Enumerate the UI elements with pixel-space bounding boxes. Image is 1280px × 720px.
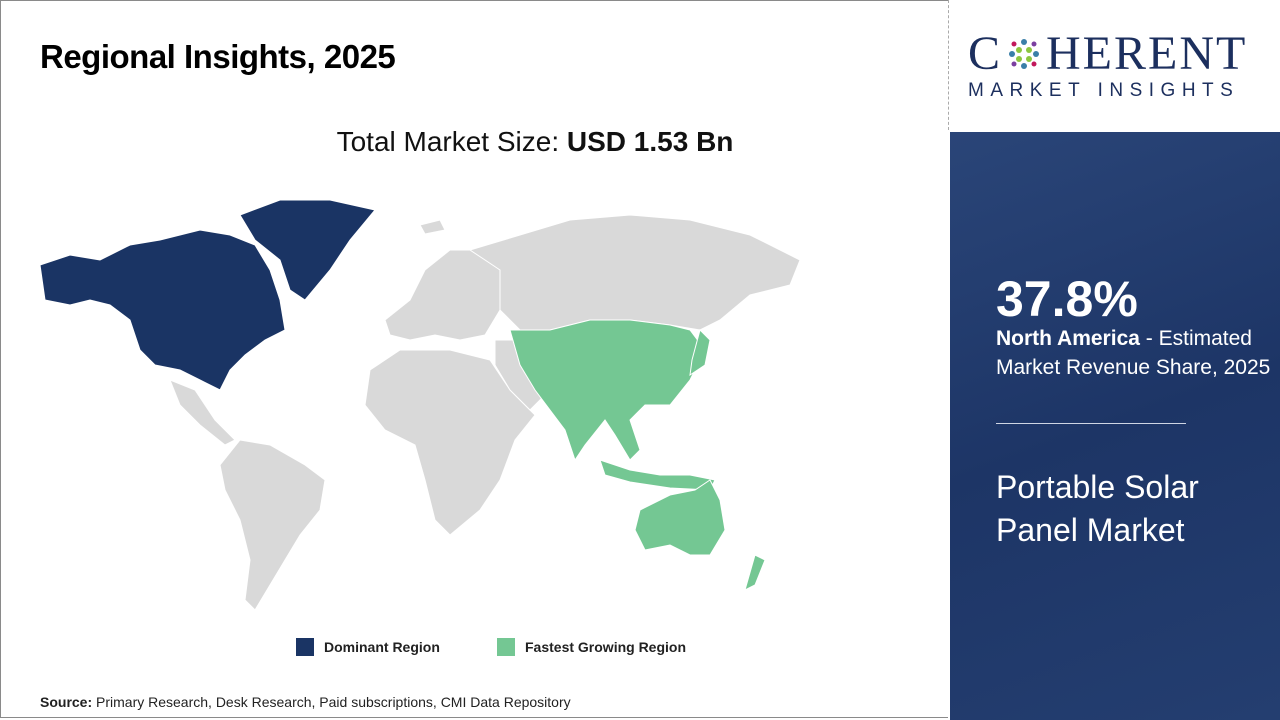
africa xyxy=(364,349,536,536)
total-value: USD 1.53 Bn xyxy=(566,126,734,157)
legend-dominant: Dominant Region xyxy=(296,638,440,656)
legend-label: Dominant Region xyxy=(324,639,440,655)
logo: C HERENT MARKET INSIGHTS xyxy=(968,30,1268,102)
source-label: Source: xyxy=(40,694,93,710)
page-title: Regional Insights, 2025 xyxy=(40,38,396,75)
globe-dots-icon xyxy=(1009,39,1040,69)
japan xyxy=(689,329,711,377)
new-zealand xyxy=(744,554,766,591)
iceland xyxy=(419,219,446,235)
asia-pacific xyxy=(509,319,706,462)
world-map xyxy=(39,199,801,611)
total-market-size: Total Market Size: USD 1.53 Bn xyxy=(0,126,1070,158)
russia-north-asia xyxy=(468,214,801,331)
revenue-share: 37.8% xyxy=(996,271,1138,327)
north-america xyxy=(39,229,286,391)
slide-frame xyxy=(0,0,948,718)
south-america xyxy=(219,439,326,611)
legend-fastest: Fastest Growing Region xyxy=(497,638,686,656)
source-note: Source: Primary Research, Desk Research,… xyxy=(40,694,571,710)
central-america xyxy=(169,379,236,446)
description-text: - Estimated Market Revenue Share, 2025 xyxy=(996,327,1271,379)
logo-word: HERENT xyxy=(1046,27,1248,80)
dominant-region-name: North America xyxy=(996,327,1140,350)
insight-panel: 37.8% North America - Estimated Market R… xyxy=(950,132,1280,720)
australia xyxy=(634,479,726,556)
europe xyxy=(384,249,501,341)
legend-swatch-dominant xyxy=(296,638,314,656)
greenland xyxy=(239,199,376,301)
legend-swatch-fastest xyxy=(497,638,515,656)
logo-letter: C xyxy=(968,27,1003,80)
legend-label: Fastest Growing Region xyxy=(525,639,687,655)
divider xyxy=(948,0,949,130)
market-name: Portable Solar Panel Market xyxy=(996,469,1199,548)
panel-divider xyxy=(996,423,1186,424)
source-text: Primary Research, Desk Research, Paid su… xyxy=(92,694,571,710)
total-label: Total Market Size: xyxy=(336,126,567,157)
logo-tagline: MARKET INSIGHTS xyxy=(968,80,1240,101)
indonesia xyxy=(599,459,716,491)
share-description: North America - Estimated Market Revenue… xyxy=(996,324,1276,382)
